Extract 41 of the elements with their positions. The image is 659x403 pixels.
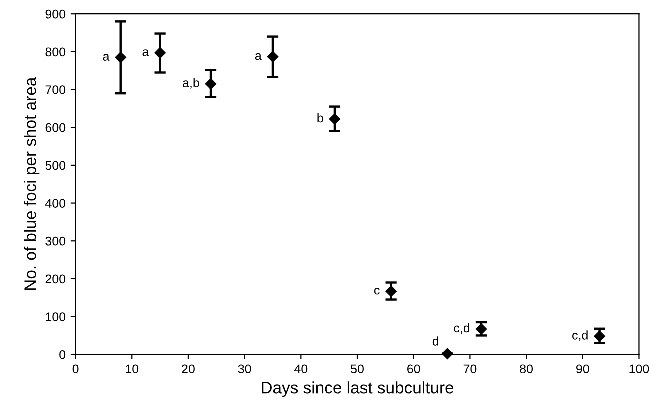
annotation: c,d: [454, 323, 470, 334]
x-tick-label: 70: [464, 364, 477, 374]
annotation: a: [255, 53, 262, 60]
point: [154, 47, 166, 59]
x-tick-label: 20: [182, 364, 195, 374]
annotation: a,b: [183, 78, 200, 89]
x-tick-label: 90: [576, 364, 590, 374]
y-tick-label: 800: [46, 48, 66, 57]
point: [442, 348, 454, 360]
x-tick-label: 30: [238, 364, 252, 374]
x-tick-label: 60: [408, 364, 420, 374]
annotation: d: [432, 336, 439, 346]
x-tick-label: 0: [72, 364, 79, 374]
annotation: c: [374, 288, 380, 295]
y-tick-label: 700: [46, 86, 66, 94]
point: [329, 114, 341, 125]
y-tick-label: 500: [46, 161, 66, 170]
point: [267, 51, 279, 62]
point: [594, 330, 606, 342]
y-tick-label: 100: [46, 312, 66, 322]
x-axis-title: Days since last subculture: [262, 382, 454, 398]
y-tick-label: 900: [46, 10, 66, 19]
x-tick-label: 50: [351, 364, 364, 374]
y-tick-label: 300: [46, 236, 66, 246]
x-tick-label: 40: [294, 364, 308, 374]
annotation: b: [318, 113, 324, 123]
y-tick-label: 0: [60, 350, 66, 360]
x-tick-label: 100: [630, 364, 650, 374]
point: [115, 52, 126, 64]
point: [476, 324, 488, 335]
y-tick-label: 600: [46, 123, 66, 132]
y-tick-label: 400: [45, 199, 66, 208]
x-tick-label: 80: [520, 364, 534, 374]
point: [205, 78, 217, 90]
x-tick-label: 10: [126, 364, 139, 374]
point: [386, 286, 397, 298]
annotation: a: [103, 54, 110, 61]
annotation: c,d: [572, 330, 588, 342]
annotation: a: [142, 50, 150, 56]
y-axis-title: No. of blue foci per shot area: [24, 77, 40, 290]
y-tick-label: 200: [46, 274, 66, 284]
